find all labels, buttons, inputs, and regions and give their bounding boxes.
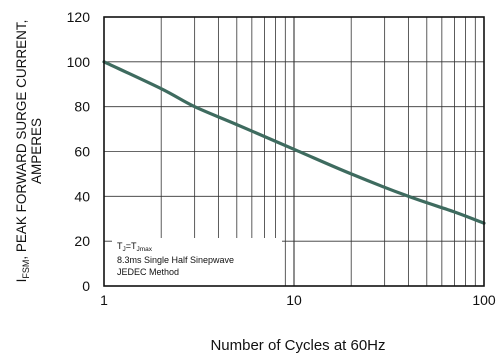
annotation-line-3: JEDEC Method [117,267,179,277]
grid-lines [104,17,484,286]
x-tick-label: 1 [100,292,108,308]
series-line [102,60,486,225]
plot-frame [103,16,485,287]
y-tick-label: 100 [67,54,91,70]
y-tick-label: 60 [74,144,90,160]
series-layer [102,60,486,225]
x-tick-label: 100 [472,292,496,308]
annotation-line-1: TJ=TJmax [117,241,153,253]
y-tick-label: 80 [74,99,90,115]
y-tick-label: 40 [74,188,90,204]
y-tick-label: 120 [67,9,91,25]
y-axis-label-group: IFSM, PEAK FORWARD SURGE CURRENT, AMPERE… [14,20,44,283]
annotation-line-2: 8.3ms Single Half Sinepwave [117,255,234,265]
annotation-box [112,238,282,286]
y-tick-label: 0 [82,278,90,294]
x-tick-label: 10 [286,292,302,308]
y-tick-label: 20 [74,233,90,249]
x-axis-label: Number of Cycles at 60Hz [210,337,385,354]
y-axis-label-line-2: AMPERES [29,118,44,184]
y-axis-label-line-1: IFSM, PEAK FORWARD SURGE CURRENT, [14,20,31,283]
